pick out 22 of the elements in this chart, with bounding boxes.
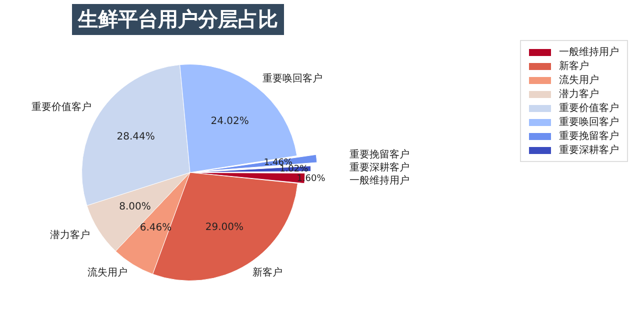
slice-label: 重要唤回客户 (262, 72, 323, 85)
legend-label: 重要挽留客户 (559, 130, 619, 143)
chart-title: 生鲜平台用户分层占比 (72, 4, 284, 35)
slice-label: 重要价值客户 (31, 100, 92, 113)
data-label: 24.02% (210, 116, 249, 127)
legend-label: 流失用户 (559, 74, 599, 87)
category-label: 重要深耕客户 (349, 162, 410, 174)
data-label: 8.00% (119, 202, 151, 213)
slice-label: 新客户 (252, 266, 283, 278)
data-label: 28.44% (116, 131, 155, 142)
category-label: 一般维持用户 (349, 175, 410, 186)
legend-label: 潜力客户 (559, 88, 599, 101)
legend-label: 重要唤回客户 (559, 116, 619, 129)
slice-label: 流失用户 (88, 266, 128, 279)
legend-label: 一般维持用户 (559, 46, 619, 59)
category-label: 重要挽留客户 (349, 149, 410, 160)
legend-label: 重要价值客户 (559, 102, 619, 115)
data-label: 29.00% (205, 222, 244, 234)
legend-label: 新客户 (559, 60, 589, 73)
data-label: 6.46% (140, 222, 172, 234)
legend-label: 重要深耕客户 (559, 144, 619, 157)
slice-label: 潜力客户 (50, 229, 90, 242)
